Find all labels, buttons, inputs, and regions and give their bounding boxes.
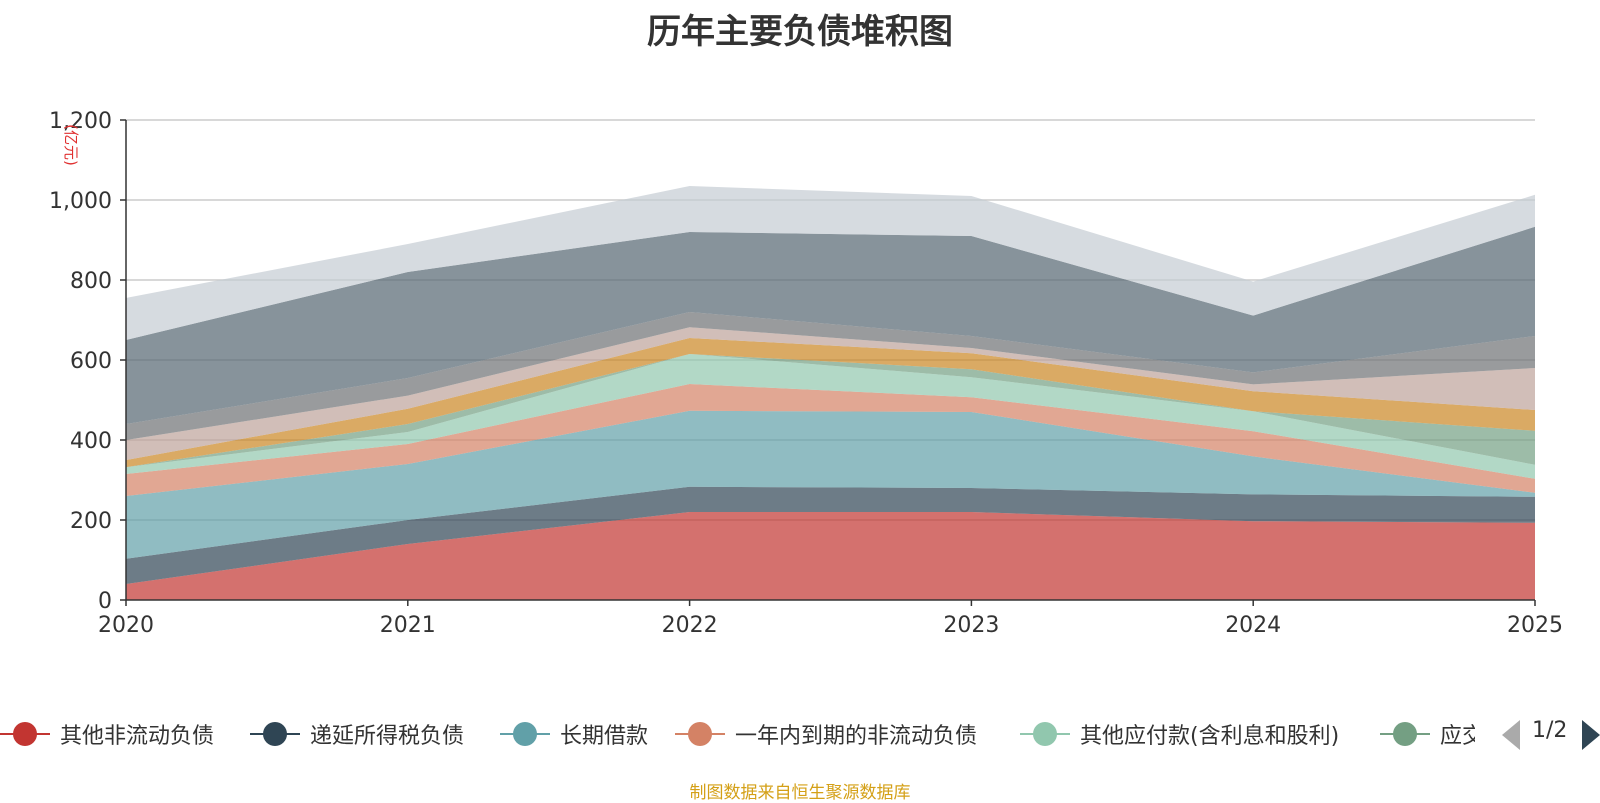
x-tick-label: 2023 — [943, 613, 999, 638]
legend-item[interactable]: 一年内到期的非流动负债 — [675, 712, 977, 756]
y-tick-label: 200 — [70, 509, 112, 534]
legend-marker-icon — [1020, 719, 1070, 749]
legend-item[interactable]: 长期借款 — [500, 712, 648, 756]
legend-item[interactable]: 递延所得税负债 — [250, 712, 464, 756]
legend-marker-icon — [250, 719, 300, 749]
area-series-9[interactable] — [126, 312, 1535, 440]
axes: 0 200 400 600 800 1,000 1,200 2020 2021 2022 2023 2… — [49, 109, 1563, 638]
x-tick-label: 2025 — [1507, 613, 1563, 638]
area-series-3[interactable] — [126, 410, 1535, 559]
y-tick-label: 0 — [98, 589, 112, 614]
source-note: 制图数据来自恒生聚源数据库 — [689, 783, 911, 803]
legend-marker-icon — [675, 719, 725, 749]
legend: 其他非流动负债 递延所得税负债 长期借款 一年内到期的非流动负债 其他应付款(含利息和股… — [0, 712, 1475, 756]
legend-label: 递延所得税负债 — [310, 724, 465, 749]
legend-marker-icon — [500, 719, 550, 749]
legend-prev-page-icon[interactable] — [1502, 720, 1520, 750]
legend-label: 应交税费 — [1440, 724, 1475, 749]
legend-item[interactable]: 其他非流动负债 — [0, 712, 214, 756]
area-series-2[interactable] — [126, 486, 1535, 584]
stacked-areas — [126, 186, 1535, 600]
x-tick-label: 2021 — [380, 613, 436, 638]
legend-marker-icon — [0, 719, 50, 749]
area-series-1[interactable] — [126, 512, 1535, 600]
y-axis-label: (亿元) — [62, 124, 80, 166]
area-series-5[interactable] — [126, 354, 1535, 479]
x-tick-label: 2020 — [98, 613, 154, 638]
legend-label: 其他非流动负债 — [60, 724, 215, 749]
x-tick-label: 2024 — [1225, 613, 1281, 638]
legend-label: 其他应付款(含利息和股利) — [1080, 724, 1340, 749]
area-series-10[interactable] — [126, 226, 1535, 424]
legend-marker-icon — [1380, 719, 1430, 749]
x-tick-label: 2022 — [662, 613, 718, 638]
area-series-4[interactable] — [126, 384, 1535, 496]
y-tick-label: 400 — [70, 429, 112, 454]
legend-item[interactable]: 其他应付款(含利息和股利) — [1020, 712, 1339, 756]
legend-label: 长期借款 — [560, 724, 649, 749]
legend-page-indicator: 1/2 — [1532, 718, 1568, 743]
chart-title: 历年主要负债堆积图 — [647, 12, 953, 52]
y-tick-label: 600 — [70, 349, 112, 374]
legend-next-page-icon[interactable] — [1582, 720, 1600, 750]
area-series-7[interactable] — [126, 338, 1535, 468]
y-tick-label: 1,200 — [49, 109, 112, 134]
area-series-11[interactable] — [126, 186, 1535, 340]
y-tick-label: 800 — [70, 269, 112, 294]
y-tick-label: 1,000 — [49, 189, 112, 214]
legend-item[interactable]: 应交税费 — [1380, 712, 1475, 756]
legend-pager: 1/2 — [1500, 716, 1600, 752]
legend-label: 一年内到期的非流动负债 — [735, 724, 978, 749]
